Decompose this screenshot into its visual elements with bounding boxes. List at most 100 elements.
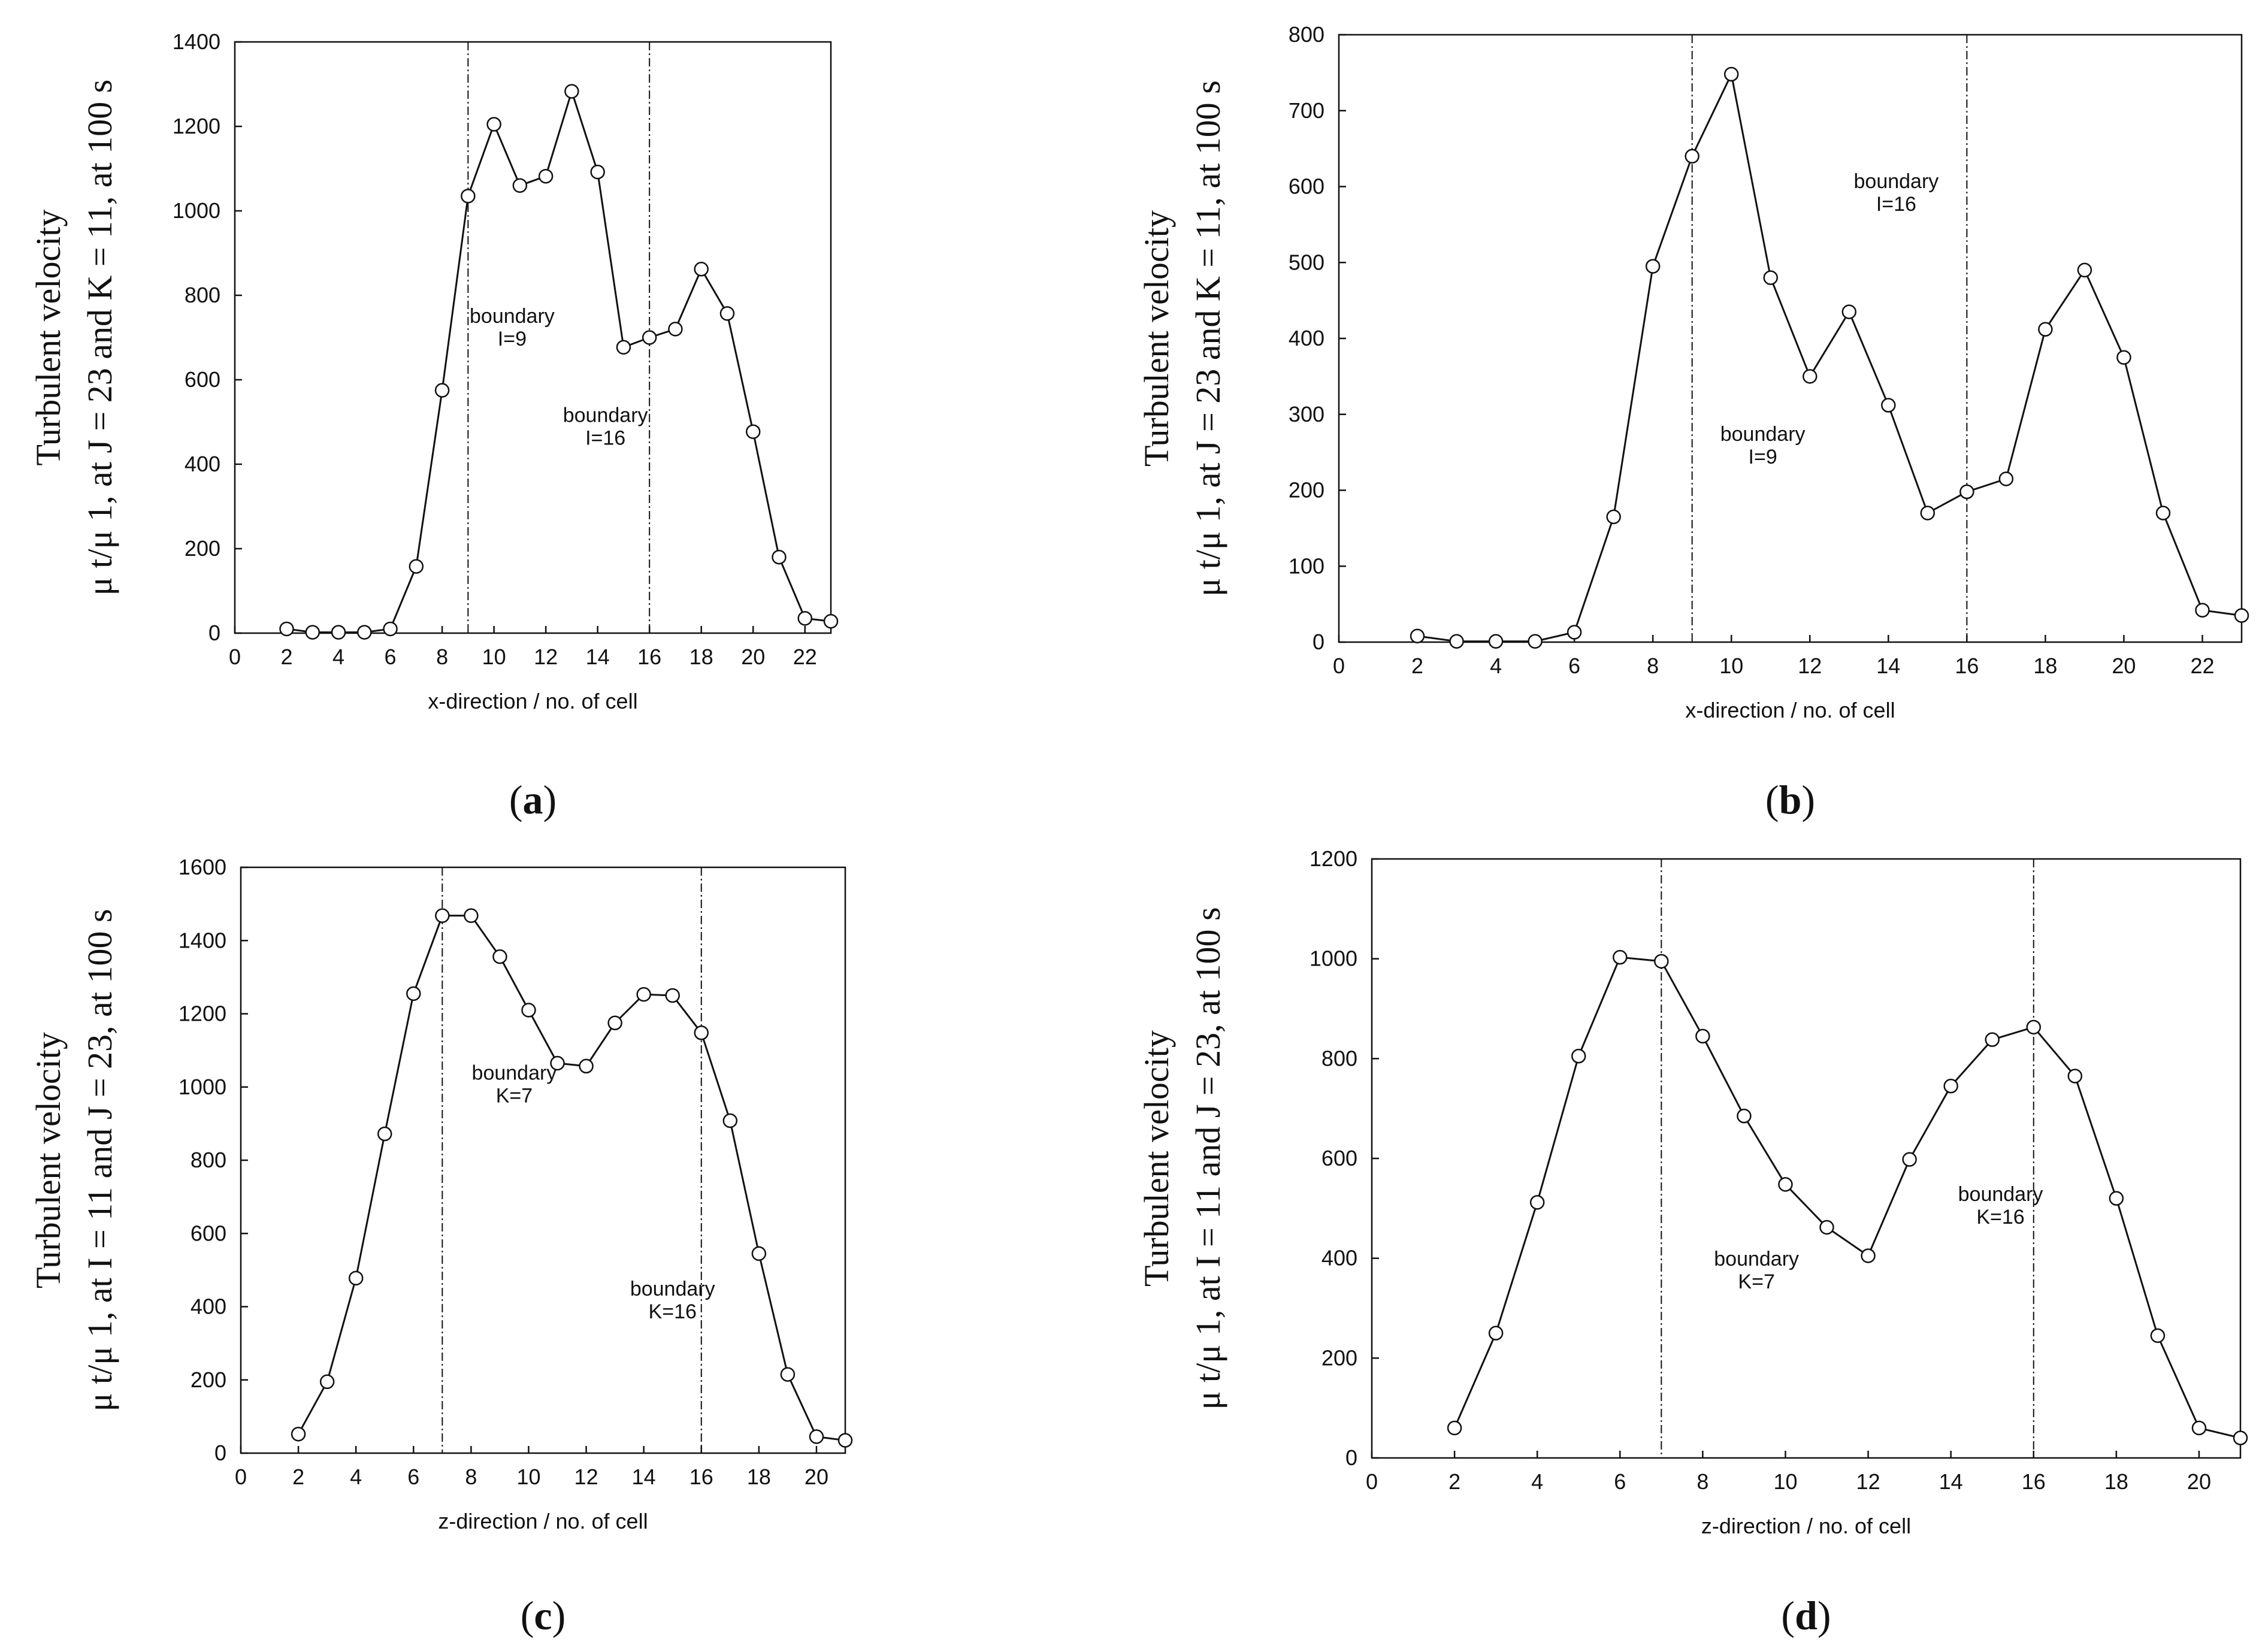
y-tick-label: 1200 bbox=[1310, 846, 1357, 871]
plot-frame bbox=[1338, 34, 2243, 643]
series-line bbox=[1417, 71, 2242, 643]
data-point bbox=[521, 1003, 536, 1018]
data-point bbox=[579, 1058, 594, 1074]
data-point bbox=[2026, 1019, 2042, 1035]
y-tick-label: 700 bbox=[1289, 98, 1324, 123]
data-point bbox=[772, 549, 787, 565]
data-point bbox=[797, 611, 812, 626]
data-point bbox=[1778, 1177, 1793, 1192]
data-point bbox=[1881, 398, 1896, 413]
x-tick-label: 10 bbox=[1773, 1469, 1797, 1494]
data-point bbox=[590, 164, 605, 180]
series-line bbox=[286, 88, 831, 634]
x-tick-label: 18 bbox=[747, 1465, 771, 1489]
boundary-label: boundary bbox=[1714, 1248, 1799, 1270]
y-axis-label: Turbulent velocity bbox=[29, 1032, 68, 1288]
x-tick-label: 20 bbox=[805, 1465, 828, 1489]
y-tick-label: 800 bbox=[1321, 1046, 1357, 1070]
data-point bbox=[1841, 304, 1857, 319]
data-point bbox=[1763, 270, 1778, 285]
y-axis-sublabel: μ t/μ 1, at J = 23 and K = 11, at 100 s bbox=[80, 80, 119, 596]
x-tick-label: 22 bbox=[793, 645, 817, 669]
panel-b: 0 2 4 6 8 10 12 14 16 18 20 22 0 100 200 300 400 500 600 70… bbox=[1137, 22, 2249, 822]
x-tick-label: 6 bbox=[1614, 1469, 1626, 1494]
y-tick-label: 600 bbox=[1289, 174, 1324, 199]
y-tick-label: 800 bbox=[1289, 22, 1324, 47]
x-tick-label: 10 bbox=[1719, 653, 1743, 678]
y-tick-label: 1400 bbox=[173, 29, 220, 54]
data-point bbox=[1567, 625, 1582, 640]
panel-caption: (a) bbox=[509, 777, 557, 822]
boundary-index-label: I=9 bbox=[1749, 446, 1777, 468]
data-point bbox=[694, 262, 709, 277]
y-tick-label: 400 bbox=[1289, 326, 1324, 350]
boundary-index-label: I=16 bbox=[585, 427, 625, 450]
x-tick-label: 16 bbox=[637, 645, 661, 669]
data-point bbox=[492, 949, 507, 964]
data-point bbox=[538, 168, 554, 184]
y-tick-label: 600 bbox=[185, 367, 220, 392]
boundary-index-label: K=16 bbox=[649, 1300, 697, 1323]
data-point bbox=[383, 621, 398, 637]
x-axis-label: z-direction / no. of cell bbox=[1701, 1514, 1911, 1538]
plot-frame bbox=[1371, 858, 2242, 1459]
panel-caption: (c) bbox=[521, 1593, 566, 1638]
data-point bbox=[1488, 1326, 1504, 1341]
y-tick-label: 1000 bbox=[1310, 946, 1357, 971]
x-tick-label: 0 bbox=[1333, 653, 1345, 678]
x-tick-label: 12 bbox=[1798, 653, 1822, 678]
data-point bbox=[2109, 1191, 2124, 1206]
data-point bbox=[668, 322, 683, 337]
panel-c: 0 2 4 6 8 10 12 14 16 18 2002004006008001000120014… bbox=[29, 855, 853, 1638]
data-point bbox=[409, 559, 424, 574]
x-tick-label: 6 bbox=[407, 1465, 419, 1489]
x-tick-label: 14 bbox=[1876, 653, 1900, 678]
y-tick-label: 600 bbox=[190, 1221, 226, 1245]
y-tick-label: 200 bbox=[190, 1367, 226, 1392]
data-point bbox=[2116, 350, 2131, 365]
data-point bbox=[486, 117, 501, 132]
data-point bbox=[2038, 322, 2053, 337]
boundary-index-label: K=16 bbox=[1976, 1206, 2024, 1229]
data-point bbox=[607, 1015, 622, 1031]
x-tick-label: 8 bbox=[1647, 653, 1659, 678]
y-tick-label: 0 bbox=[208, 621, 220, 645]
boundary-label: boundary bbox=[1958, 1183, 2043, 1206]
data-point bbox=[1998, 471, 2014, 486]
x-tick-label: 16 bbox=[2022, 1469, 2046, 1494]
plot-frame bbox=[234, 41, 832, 634]
x-tick-label: 0 bbox=[229, 645, 241, 669]
panel-a: 0 2 4 6 8 10 12 14 16 18 20 22 0 200 400 600 800 1000 1200… bbox=[29, 29, 839, 822]
x-tick-label: 18 bbox=[2104, 1469, 2128, 1494]
x-tick-label: 20 bbox=[2112, 653, 2136, 678]
boundary-index-label: I=9 bbox=[498, 328, 527, 350]
series-line bbox=[1453, 956, 2241, 1439]
data-point bbox=[348, 1270, 364, 1286]
x-tick-label: 20 bbox=[2187, 1469, 2211, 1494]
y-tick-label: 500 bbox=[1289, 250, 1324, 274]
boundary-index-label: K=7 bbox=[1738, 1270, 1774, 1293]
x-tick-label: 20 bbox=[741, 645, 765, 669]
y-tick-label: 1000 bbox=[173, 198, 220, 223]
data-point bbox=[1920, 506, 1936, 521]
data-point bbox=[1737, 1108, 1752, 1124]
data-point bbox=[636, 987, 651, 1002]
y-axis-label: Turbulent velocity bbox=[1137, 1030, 1176, 1287]
data-point bbox=[1723, 66, 1739, 82]
x-tick-label: 4 bbox=[1531, 1469, 1543, 1494]
data-point bbox=[2234, 608, 2249, 623]
x-tick-label: 10 bbox=[516, 1465, 540, 1489]
y-axis-sublabel: μ t/μ 1, at I = 11 and J = 23, at 100 s bbox=[80, 909, 119, 1411]
y-tick-label: 100 bbox=[1289, 553, 1324, 578]
data-point bbox=[1685, 149, 1699, 164]
data-point bbox=[512, 178, 528, 193]
x-tick-label: 12 bbox=[534, 645, 558, 669]
data-point bbox=[377, 1126, 392, 1142]
y-tick-label: 1400 bbox=[179, 928, 226, 952]
x-tick-label: 6 bbox=[1568, 653, 1580, 678]
data-point bbox=[823, 614, 839, 629]
data-point bbox=[1571, 1048, 1586, 1064]
x-tick-label: 2 bbox=[281, 645, 293, 669]
data-point bbox=[1488, 634, 1504, 649]
data-point bbox=[1529, 1195, 1545, 1210]
